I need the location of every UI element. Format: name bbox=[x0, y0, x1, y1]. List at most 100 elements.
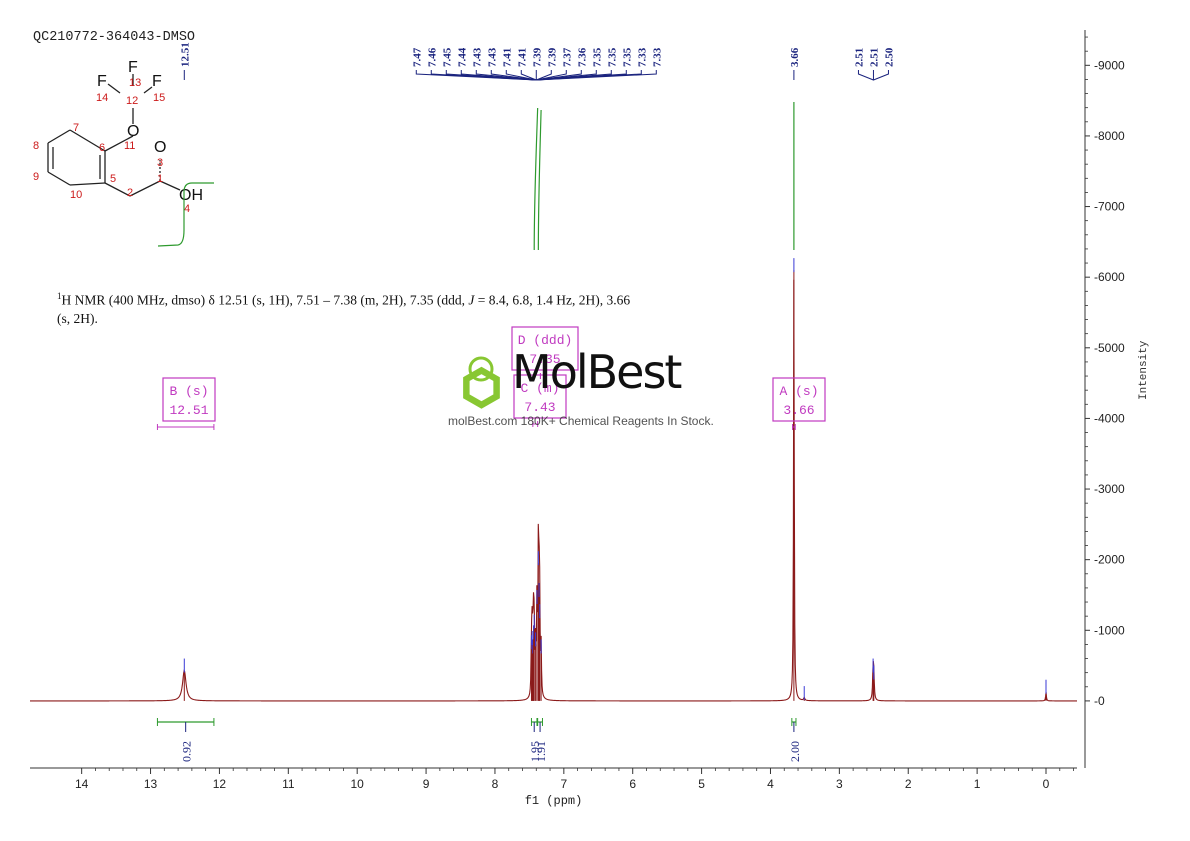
integral-value-label: 1.95 bbox=[528, 741, 542, 762]
peak-label: 7.41 bbox=[516, 48, 528, 67]
integral-axis-group: 0.92 1.951.91 2.00 bbox=[156, 718, 802, 762]
atom-num-8: 8 bbox=[33, 140, 39, 152]
chart-axes: 14 13 12 11 10 9 8 7 6 5 4 3 2 1 0f1 (ppm)-0-1000-2000… bbox=[30, 30, 1125, 808]
peak-label: 7.36 bbox=[576, 47, 588, 67]
j-symbol: J bbox=[468, 292, 475, 308]
peak-label: 7.44 bbox=[456, 47, 468, 67]
x-tick-label: 13 bbox=[144, 777, 158, 791]
atom-num-10: 10 bbox=[70, 189, 82, 201]
peak-leader-line bbox=[857, 70, 874, 81]
y-tick-label: -4000 bbox=[1094, 411, 1125, 425]
atom-num-9: 9 bbox=[33, 171, 39, 183]
x-tick-label: 2 bbox=[905, 777, 912, 791]
x-tick-label: 11 bbox=[282, 777, 295, 791]
peak-label: 7.35 bbox=[606, 47, 618, 67]
integral-curve bbox=[533, 107, 539, 251]
peak-label: 2.50 bbox=[883, 47, 895, 67]
x-tick-label: 0 bbox=[1043, 777, 1050, 791]
peak-label: 7.46 bbox=[426, 47, 438, 67]
x-tick-label: 8 bbox=[492, 777, 499, 791]
multiplet-type: C (m) bbox=[520, 381, 559, 396]
x-tick-label: 10 bbox=[351, 777, 365, 791]
peak-label: 7.33 bbox=[636, 47, 648, 67]
peak-label: 7.33 bbox=[651, 47, 663, 67]
peak-label: 7.43 bbox=[486, 47, 498, 67]
multiplet-type: A (s) bbox=[779, 384, 818, 399]
atom-num-13: 13 bbox=[129, 77, 141, 89]
atom-num-3: 3 bbox=[157, 157, 163, 169]
integral-value-label: 2.00 bbox=[788, 741, 802, 762]
chemical-structure: F F F 13 14 15 12 O 11 6 7 8 9 10 5 2 1 … bbox=[33, 59, 214, 247]
y-tick-label: -2000 bbox=[1094, 553, 1125, 567]
multiplet-shift: 12.51 bbox=[169, 403, 208, 418]
x-tick-label: 14 bbox=[75, 777, 89, 791]
x-axis-label: f1 (ppm) bbox=[525, 794, 583, 808]
atom-oh: OH bbox=[179, 187, 203, 204]
atom-o11: O bbox=[127, 123, 139, 140]
x-tick-label: 6 bbox=[629, 777, 636, 791]
atom-num-15: 15 bbox=[153, 92, 165, 104]
x-tick-label: 4 bbox=[767, 777, 774, 791]
x-tick-label: 9 bbox=[423, 777, 430, 791]
peak-label: 7.37 bbox=[561, 47, 573, 67]
watermark-brand: MolBest bbox=[512, 345, 682, 399]
description-text-2: = 8.4, 6.8, 1.4 Hz, 2H), 3.66 (s, 2H). bbox=[57, 292, 631, 326]
peak-label: 7.43 bbox=[471, 47, 483, 67]
multiplet-shift: 7.43 bbox=[524, 400, 555, 415]
multiplet-boxes-group: B (s) 12.51 D (ddd) 7.35 C (m) 7.43 A (s) 3.66 bbox=[156, 326, 826, 430]
spectrum-line bbox=[30, 279, 1077, 702]
chart-title: QC210772-364043-DMSO bbox=[33, 30, 196, 45]
nucleus-superscript: 1 bbox=[57, 291, 62, 301]
integral-value-label: 1.91 bbox=[534, 741, 548, 762]
peak-label: 7.35 bbox=[621, 47, 633, 67]
y-tick-label: -0 bbox=[1094, 694, 1105, 708]
multiplet-type: B (s) bbox=[169, 384, 208, 399]
x-tick-label: 12 bbox=[213, 777, 227, 791]
description-text: H NMR (400 MHz, dmso) δ 12.51 (s, 1H), 7… bbox=[61, 292, 469, 308]
watermark-tagline: molBest.com 180K+ Chemical Reagents In S… bbox=[448, 414, 714, 428]
integral-curve bbox=[537, 109, 542, 251]
atom-f14: F bbox=[97, 73, 107, 90]
x-tick-label: 1 bbox=[974, 777, 981, 791]
peak-label: 7.47 bbox=[411, 47, 423, 67]
peak-label: 7.45 bbox=[441, 47, 453, 67]
peak-label: 7.39 bbox=[531, 47, 543, 67]
peak-label: 3.66 bbox=[789, 47, 801, 67]
peak-label: 7.39 bbox=[546, 47, 558, 67]
atom-num-4: 4 bbox=[184, 203, 190, 215]
spectrum-group bbox=[30, 258, 1077, 702]
y-tick-label: -7000 bbox=[1094, 200, 1125, 214]
multiplet-shift: 7.35 bbox=[529, 352, 560, 367]
peak-leader-line bbox=[873, 70, 889, 81]
y-tick-label: -9000 bbox=[1094, 58, 1125, 72]
atom-num-11: 11 bbox=[124, 140, 135, 152]
peak-label: 2.51 bbox=[853, 48, 865, 67]
peak-labels-group: 12.51 7.47 7.46 7.45 7.44 7.43 7.43 7.41 7.41 7.3… bbox=[179, 42, 895, 81]
atom-num-2: 2 bbox=[127, 187, 133, 199]
multiplet-box bbox=[772, 377, 826, 422]
multiplet-shift: 3.66 bbox=[783, 403, 814, 418]
multiplet-box bbox=[162, 377, 216, 422]
peak-label: 2.51 bbox=[868, 48, 880, 67]
integral-value-label: 0.92 bbox=[180, 741, 194, 762]
peak-label: 7.35 bbox=[591, 47, 603, 67]
multiplet-type: D (ddd) bbox=[518, 333, 573, 348]
y-tick-label: -1000 bbox=[1094, 623, 1125, 637]
x-tick-label: 3 bbox=[836, 777, 843, 791]
atom-num-14: 14 bbox=[96, 92, 108, 104]
y-axis-label: Intensity bbox=[1138, 340, 1150, 400]
integral-curves-group bbox=[533, 102, 795, 251]
y-tick-label: -5000 bbox=[1094, 341, 1125, 355]
y-tick-label: -8000 bbox=[1094, 129, 1125, 143]
y-tick-label: -3000 bbox=[1094, 482, 1125, 496]
watermark-logo-icon bbox=[463, 356, 500, 409]
multiplet-box bbox=[511, 326, 579, 371]
multiplet-box bbox=[513, 374, 567, 419]
x-tick-label: 5 bbox=[698, 777, 705, 791]
atom-num-1: 1 bbox=[157, 173, 163, 185]
y-tick-label: -6000 bbox=[1094, 270, 1125, 284]
x-tick-label: 7 bbox=[560, 777, 567, 791]
atom-f15: F bbox=[152, 73, 162, 90]
atom-o3: O bbox=[154, 139, 166, 156]
